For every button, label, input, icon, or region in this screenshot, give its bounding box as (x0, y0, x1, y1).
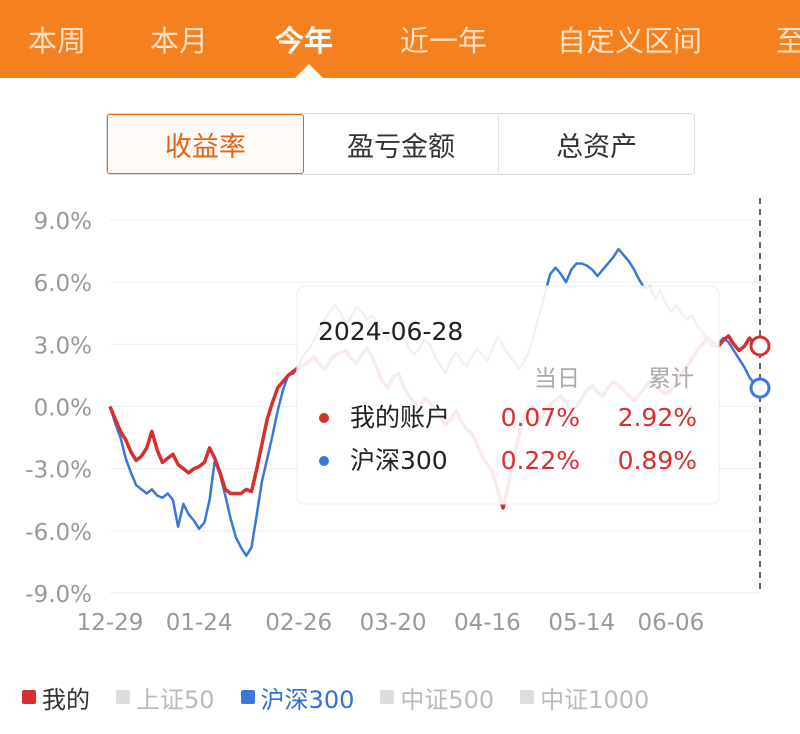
y-tick-label: 6.0% (34, 271, 92, 297)
x-tick-label: 06-06 (637, 610, 704, 636)
legend-swatch (240, 690, 255, 704)
chart-legend: 我的 上证50 沪深300 中证500 中证1000 (22, 680, 792, 714)
legend-swatch (22, 690, 36, 704)
tooltip-col-day: 当日 (534, 366, 580, 392)
tooltip-total-value: 2.92% (618, 403, 697, 432)
tooltip-day-value: 0.07% (501, 403, 580, 432)
active-tab-indicator (295, 64, 323, 78)
legend-item-csi500[interactable]: 中证500 (380, 680, 494, 715)
metric-segmented-control: 收益率 盈亏金额 总资产 (106, 113, 695, 175)
y-tick-label: -6.0% (25, 520, 92, 546)
tooltip-dot (319, 413, 329, 423)
legend-swatch (116, 690, 130, 704)
legend-label: 中证1000 (540, 685, 650, 714)
tooltip-background (296, 285, 720, 505)
x-tick-label: 05-14 (548, 610, 615, 636)
legend-swatch (380, 690, 395, 704)
tooltip-col-total: 累计 (648, 366, 694, 392)
legend-label: 沪深300 (260, 685, 355, 714)
segment-profit-amount[interactable]: 盈亏金额 (304, 114, 500, 174)
tab-this-month[interactable]: 本月 (150, 24, 209, 58)
x-tick-label: 04-16 (454, 610, 521, 636)
legend-swatch (520, 690, 535, 704)
y-tick-label: 9.0% (34, 209, 92, 235)
tab-last-year[interactable]: 近一年 (400, 24, 488, 58)
tab-this-year[interactable]: 今年 (275, 24, 334, 58)
x-tick-label: 01-24 (166, 610, 233, 636)
tab-to[interactable]: 至 (776, 24, 800, 58)
end-marker-mine (749, 335, 771, 357)
segment-total-assets[interactable]: 总资产 (556, 131, 638, 163)
legend-label: 中证500 (400, 685, 495, 714)
tooltip-date: 2024-06-28 (318, 317, 463, 346)
legend-item-mine[interactable]: 我的 (22, 680, 90, 715)
legend-label: 上证50 (136, 685, 215, 714)
y-tick-label: 3.0% (34, 333, 92, 359)
legend-item-csi300[interactable]: 沪深300 (240, 680, 355, 715)
y-tick-label: -9.0% (25, 582, 92, 608)
legend-label: 我的 (42, 685, 90, 714)
tooltip-dot (319, 456, 329, 466)
segment-return-rate[interactable]: 收益率 (107, 114, 304, 174)
x-tick-label: 02-26 (265, 610, 332, 636)
tooltip-total-value: 0.89% (618, 446, 697, 475)
legend-item-sse50[interactable]: 上证50 (116, 680, 215, 715)
tab-custom-range[interactable]: 自定义区间 (557, 24, 703, 58)
end-marker-hs300 (749, 377, 771, 399)
return-chart[interactable]: 9.0% 6.0% 3.0% 0.0% -3.0% -6.0% -9.0%12-29 01-2… (0, 190, 800, 660)
tooltip-day-value: 0.22% (501, 446, 580, 475)
x-tick-label: 12-29 (77, 610, 144, 636)
tab-this-week[interactable]: 本周 (28, 24, 87, 58)
tooltip-series-name: 我的账户 (350, 403, 450, 432)
period-tab-bar: 本周 本月 今年 近一年 自定义区间 至 (0, 0, 800, 78)
legend-item-csi1000[interactable]: 中证1000 (520, 680, 649, 715)
y-tick-label: 0.0% (34, 396, 92, 422)
tooltip-series-name: 沪深300 (350, 446, 448, 475)
y-tick-label: -3.0% (25, 458, 92, 484)
x-tick-label: 03-20 (360, 610, 427, 636)
